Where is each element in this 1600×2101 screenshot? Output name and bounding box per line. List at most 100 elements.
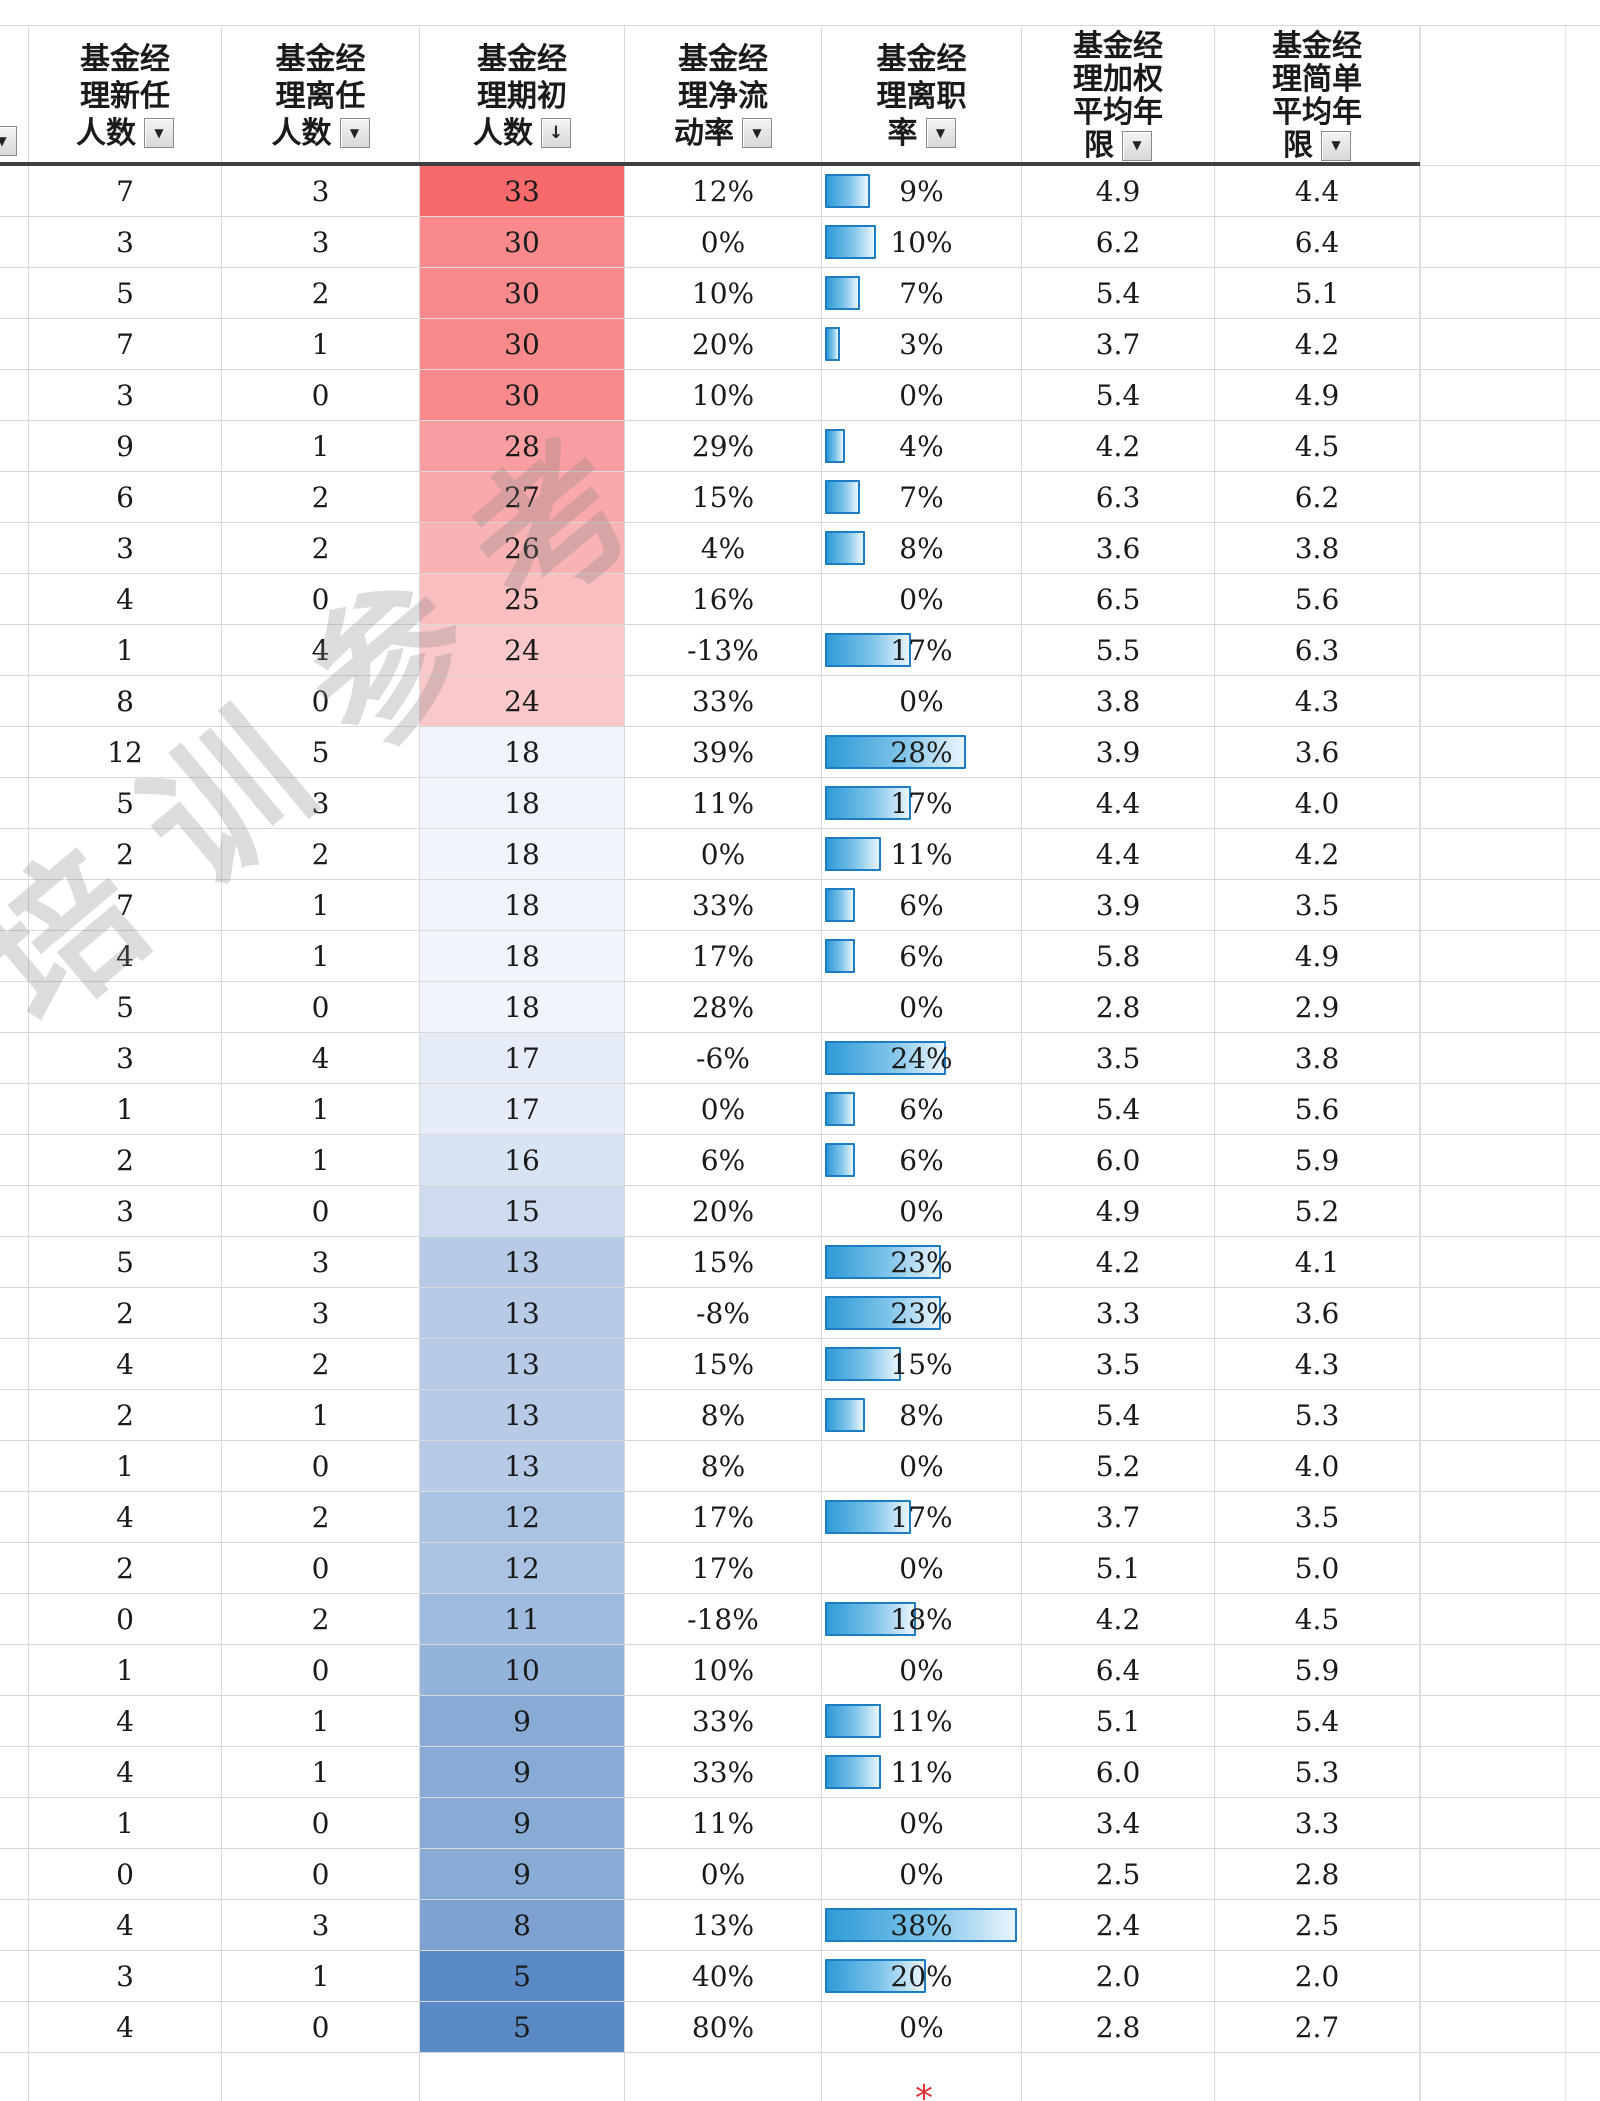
- cell-turnover-rate[interactable]: 10%: [822, 217, 1022, 267]
- cell-turnover-rate[interactable]: 0%: [822, 1543, 1022, 1593]
- cell-new-managers[interactable]: 4: [28, 2002, 222, 2052]
- cell-weighted-avg-tenure[interactable]: [1022, 2053, 1215, 2101]
- cell-simple-avg-tenure[interactable]: 3.6: [1215, 1288, 1420, 1338]
- cell-weighted-avg-tenure[interactable]: 2.0: [1022, 1951, 1215, 2001]
- cell-initial-managers[interactable]: 13: [420, 1441, 625, 1491]
- cell-new-managers[interactable]: 4: [28, 1747, 222, 1797]
- cell-new-managers[interactable]: 5: [28, 982, 222, 1032]
- cell-departed-managers[interactable]: 1: [222, 319, 420, 369]
- cell-initial-managers[interactable]: 18: [420, 982, 625, 1032]
- cell-departed-managers[interactable]: 0: [222, 574, 420, 624]
- cell-simple-avg-tenure[interactable]: 3.8: [1215, 1033, 1420, 1083]
- cell-turnover-rate[interactable]: 6%: [822, 880, 1022, 930]
- cell-weighted-avg-tenure[interactable]: 3.8: [1022, 676, 1215, 726]
- cell-departed-managers[interactable]: 1: [222, 931, 420, 981]
- cell-departed-managers[interactable]: 4: [222, 1033, 420, 1083]
- cell-simple-avg-tenure[interactable]: [1215, 2053, 1420, 2101]
- cell-simple-avg-tenure[interactable]: 4.9: [1215, 931, 1420, 981]
- cell-weighted-avg-tenure[interactable]: 3.4: [1022, 1798, 1215, 1848]
- cell-new-managers[interactable]: 5: [28, 778, 222, 828]
- cell-simple-avg-tenure[interactable]: 2.7: [1215, 2002, 1420, 2052]
- cell-simple-avg-tenure[interactable]: 5.3: [1215, 1390, 1420, 1440]
- cell-net-flow-rate[interactable]: 80%: [625, 2002, 822, 2052]
- cell-weighted-avg-tenure[interactable]: 5.4: [1022, 268, 1215, 318]
- cell-initial-managers[interactable]: 28: [420, 421, 625, 471]
- cell-new-managers[interactable]: 1: [28, 625, 222, 675]
- cell-initial-managers[interactable]: 30: [420, 370, 625, 420]
- cell-weighted-avg-tenure[interactable]: 6.5: [1022, 574, 1215, 624]
- cell-initial-managers[interactable]: 5: [420, 1951, 625, 2001]
- cell-departed-managers[interactable]: 0: [222, 676, 420, 726]
- cell-net-flow-rate[interactable]: 15%: [625, 1339, 822, 1389]
- cell-net-flow-rate[interactable]: 15%: [625, 472, 822, 522]
- cell-simple-avg-tenure[interactable]: 5.9: [1215, 1645, 1420, 1695]
- cell-departed-managers[interactable]: 2: [222, 523, 420, 573]
- cell-departed-managers[interactable]: 3: [222, 1288, 420, 1338]
- cell-departed-managers[interactable]: 1: [222, 1747, 420, 1797]
- cell-initial-managers[interactable]: 12: [420, 1543, 625, 1593]
- cell-new-managers[interactable]: 2: [28, 1390, 222, 1440]
- cell-initial-managers[interactable]: 15: [420, 1186, 625, 1236]
- cell-new-managers[interactable]: 4: [28, 574, 222, 624]
- cell-new-managers[interactable]: 8: [28, 676, 222, 726]
- cell-weighted-avg-tenure[interactable]: 5.4: [1022, 370, 1215, 420]
- cell-new-managers[interactable]: 0: [28, 1849, 222, 1899]
- cell-departed-managers[interactable]: 5: [222, 727, 420, 777]
- cell-net-flow-rate[interactable]: 11%: [625, 1798, 822, 1848]
- cell-net-flow-rate[interactable]: 40%: [625, 1951, 822, 2001]
- cell-turnover-rate[interactable]: 23%: [822, 1237, 1022, 1287]
- cell-turnover-rate[interactable]: 17%: [822, 1492, 1022, 1542]
- filter-button-new-managers[interactable]: ▼: [144, 118, 174, 148]
- cell-new-managers[interactable]: 3: [28, 1033, 222, 1083]
- cell-departed-managers[interactable]: 4: [222, 625, 420, 675]
- cell-turnover-rate[interactable]: 7%: [822, 268, 1022, 318]
- cell-turnover-rate[interactable]: 8%: [822, 1390, 1022, 1440]
- cell-departed-managers[interactable]: 3: [222, 778, 420, 828]
- cell-net-flow-rate[interactable]: 12%: [625, 166, 822, 216]
- cell-net-flow-rate[interactable]: -13%: [625, 625, 822, 675]
- cell-simple-avg-tenure[interactable]: 4.1: [1215, 1237, 1420, 1287]
- cell-new-managers[interactable]: 2: [28, 1288, 222, 1338]
- cell-net-flow-rate[interactable]: 20%: [625, 319, 822, 369]
- cell-weighted-avg-tenure[interactable]: 3.7: [1022, 319, 1215, 369]
- cell-weighted-avg-tenure[interactable]: 3.7: [1022, 1492, 1215, 1542]
- filter-button-net-flow-rate[interactable]: ▼: [742, 118, 772, 148]
- cell-simple-avg-tenure[interactable]: 5.9: [1215, 1135, 1420, 1185]
- cell-turnover-rate[interactable]: 15%: [822, 1339, 1022, 1389]
- cell-initial-managers[interactable]: 18: [420, 829, 625, 879]
- cell-initial-managers[interactable]: 9: [420, 1696, 625, 1746]
- cell-new-managers[interactable]: 3: [28, 1186, 222, 1236]
- cell-weighted-avg-tenure[interactable]: 5.5: [1022, 625, 1215, 675]
- cell-initial-managers[interactable]: 13: [420, 1237, 625, 1287]
- cell-new-managers[interactable]: 4: [28, 1492, 222, 1542]
- cell-simple-avg-tenure[interactable]: 5.1: [1215, 268, 1420, 318]
- cell-new-managers[interactable]: 1: [28, 1441, 222, 1491]
- cell-net-flow-rate[interactable]: 16%: [625, 574, 822, 624]
- cell-initial-managers[interactable]: 13: [420, 1339, 625, 1389]
- cell-turnover-rate[interactable]: 17%: [822, 778, 1022, 828]
- cell-initial-managers[interactable]: 30: [420, 268, 625, 318]
- cell-departed-managers[interactable]: 1: [222, 1084, 420, 1134]
- cell-new-managers[interactable]: 5: [28, 268, 222, 318]
- cell-simple-avg-tenure[interactable]: 3.6: [1215, 727, 1420, 777]
- cell-weighted-avg-tenure[interactable]: 5.1: [1022, 1543, 1215, 1593]
- cell-new-managers[interactable]: 3: [28, 1951, 222, 2001]
- cell-weighted-avg-tenure[interactable]: 4.2: [1022, 1594, 1215, 1644]
- cell-net-flow-rate[interactable]: 33%: [625, 676, 822, 726]
- cell-turnover-rate[interactable]: 0%: [822, 370, 1022, 420]
- cell-turnover-rate[interactable]: 18%: [822, 1594, 1022, 1644]
- cell-initial-managers[interactable]: 13: [420, 1288, 625, 1338]
- cell-turnover-rate[interactable]: 0%: [822, 2002, 1022, 2052]
- cell-departed-managers[interactable]: 0: [222, 1798, 420, 1848]
- cell-turnover-rate[interactable]: 28%: [822, 727, 1022, 777]
- cell-new-managers[interactable]: 5: [28, 1237, 222, 1287]
- cell-simple-avg-tenure[interactable]: 3.3: [1215, 1798, 1420, 1848]
- cell-turnover-rate[interactable]: 6%: [822, 931, 1022, 981]
- cell-turnover-rate[interactable]: 24%: [822, 1033, 1022, 1083]
- cell-turnover-rate[interactable]: 0%: [822, 1798, 1022, 1848]
- cell-departed-managers[interactable]: 2: [222, 1492, 420, 1542]
- cell-initial-managers[interactable]: 13: [420, 1390, 625, 1440]
- cell-net-flow-rate[interactable]: 8%: [625, 1390, 822, 1440]
- cell-departed-managers[interactable]: 0: [222, 1441, 420, 1491]
- cell-weighted-avg-tenure[interactable]: 2.5: [1022, 1849, 1215, 1899]
